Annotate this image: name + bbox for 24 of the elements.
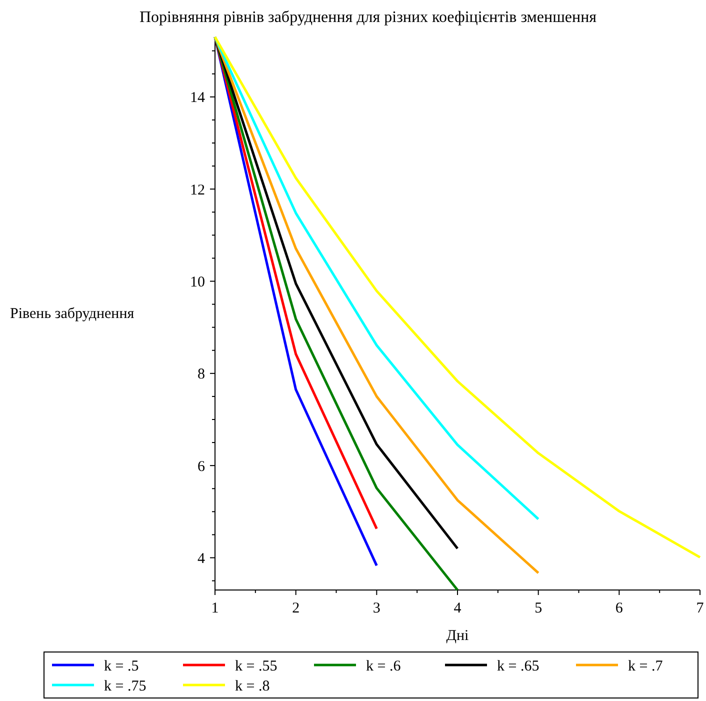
x-tick-label: 6 bbox=[615, 600, 624, 617]
legend-label: k = .8 bbox=[235, 678, 270, 694]
legend-label: k = .6 bbox=[366, 658, 402, 674]
legend-label: k = .65 bbox=[497, 658, 540, 674]
x-tick-label: 1 bbox=[211, 600, 219, 617]
y-tick-label: 12 bbox=[190, 182, 205, 198]
legend-label: k = .7 bbox=[628, 658, 664, 674]
y-axis-title: Рівень забруднення bbox=[10, 306, 134, 322]
line-series bbox=[214, 36, 702, 559]
x-tick-label: 5 bbox=[534, 600, 542, 617]
legend-label: k = .5 bbox=[104, 658, 139, 674]
y-tick-label: 10 bbox=[190, 274, 205, 290]
x-tick-label: 2 bbox=[292, 600, 300, 617]
y-tick-label: 4 bbox=[198, 550, 206, 567]
y-tick-label: 14 bbox=[190, 90, 206, 106]
x-axis-title: Дні bbox=[446, 628, 469, 644]
y-tick-label: 8 bbox=[198, 366, 205, 383]
x-tick-label: 4 bbox=[454, 600, 462, 617]
y-tick-label: 6 bbox=[198, 458, 206, 475]
legend-label: k = .75 bbox=[104, 678, 146, 694]
x-tick-label: 7 bbox=[696, 600, 704, 617]
chart-title: Порівняння рівнів забруднення для різних коефіцієнтів зменшення bbox=[139, 9, 598, 26]
legend-label: k = .55 bbox=[235, 658, 278, 674]
x-tick-label: 3 bbox=[372, 600, 380, 617]
